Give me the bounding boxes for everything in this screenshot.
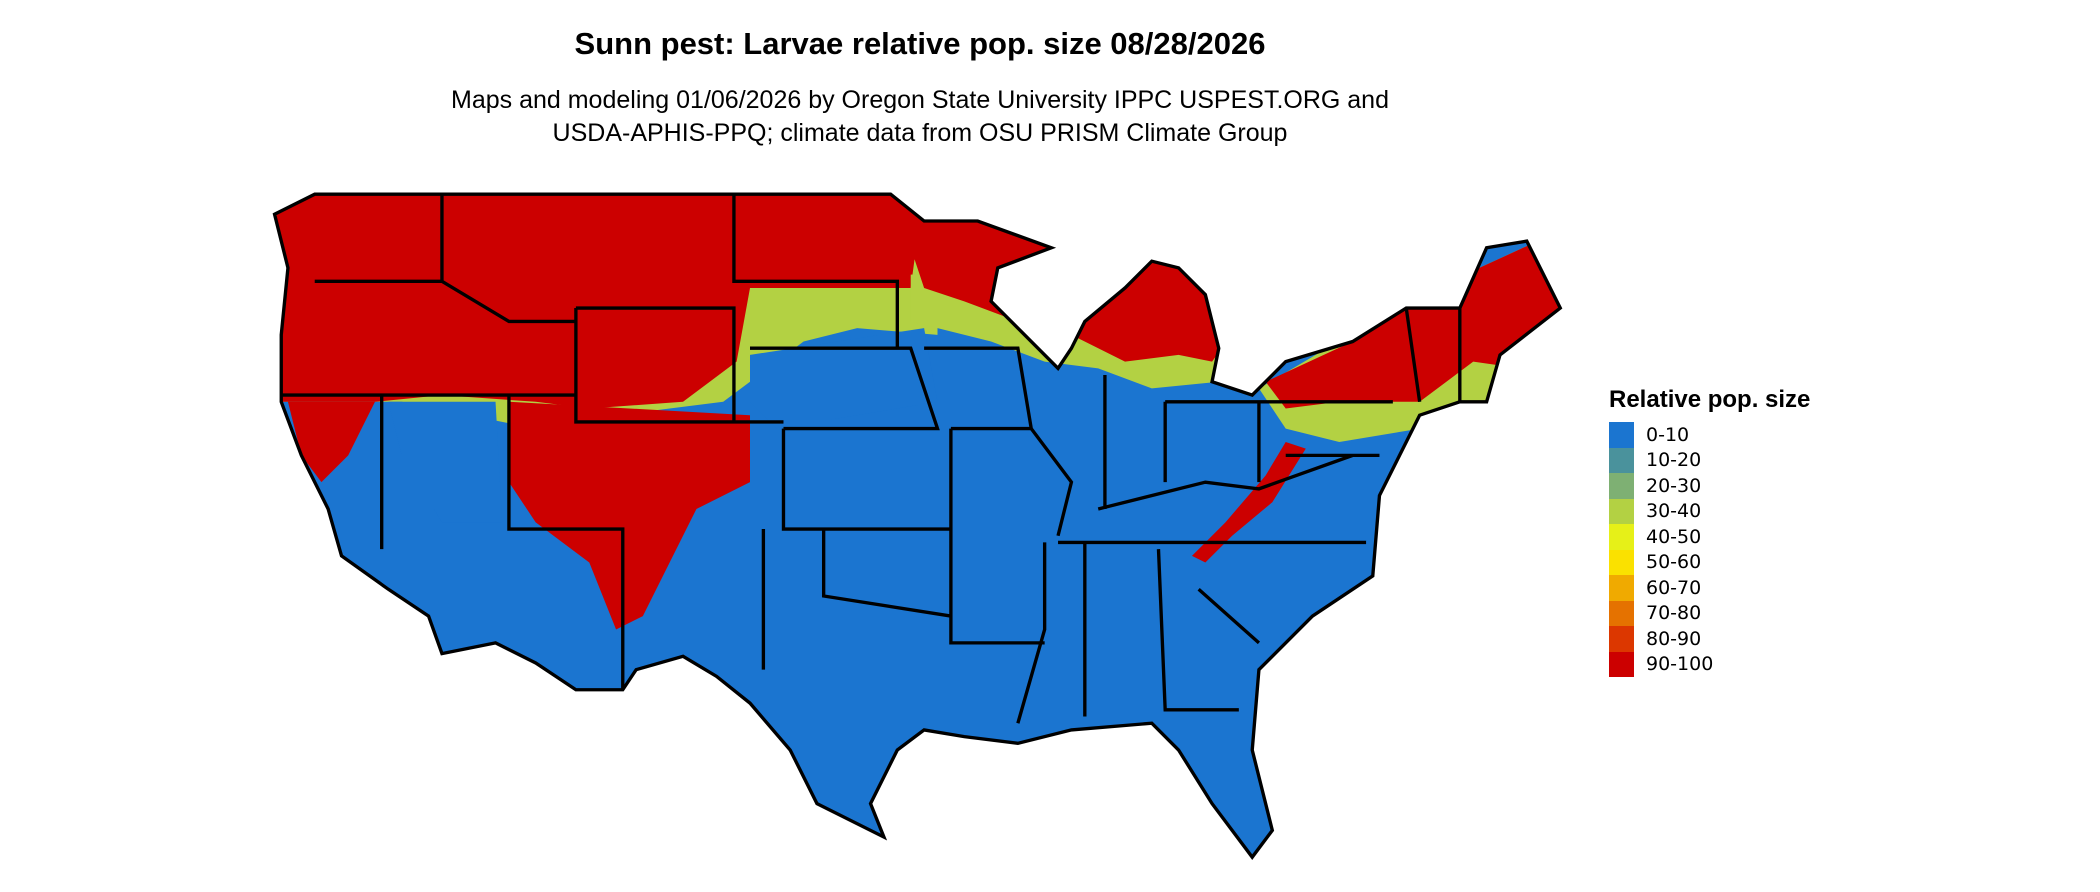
map-title: Sunn pest: Larvae relative pop. size 08/…	[574, 26, 1266, 61]
high-population-region-southwest	[508, 401, 750, 630]
legend-swatch	[1609, 651, 1634, 677]
legend-swatch	[1609, 524, 1634, 550]
legend-title: Relative pop. size	[1609, 386, 1811, 413]
legend-swatch	[1609, 549, 1634, 575]
legend-label: 70-80	[1646, 602, 1702, 625]
unsuitable-region-plains	[750, 328, 938, 429]
legend-swatch	[1609, 447, 1634, 473]
high-population-region-northeast	[1265, 227, 1561, 409]
legend-item: 20-30	[1609, 473, 1810, 499]
legend-label: 90-100	[1646, 653, 1714, 676]
legend-label: 50-60	[1646, 551, 1702, 574]
high-population-region-northwest	[274, 194, 925, 409]
legend-item: 30-40	[1609, 498, 1810, 524]
legend-item: 70-80	[1609, 600, 1810, 626]
legend-label: 80-90	[1646, 627, 1702, 650]
legend-label: 0-10	[1646, 423, 1690, 446]
state-borders	[272, 192, 1562, 859]
unsuitable-region-basin	[388, 401, 503, 523]
legend-swatch	[1609, 626, 1634, 652]
legend-label: 40-50	[1646, 525, 1702, 548]
legend-swatch	[1609, 600, 1634, 626]
legend-item: 50-60	[1609, 549, 1810, 575]
legend-label: 30-40	[1646, 500, 1702, 523]
legend-item: 40-50	[1609, 524, 1810, 550]
legend-item: 90-100	[1609, 651, 1810, 677]
legend-label: 10-20	[1646, 449, 1702, 472]
high-population-region-appalachian	[1191, 441, 1306, 563]
legend-swatch	[1609, 498, 1634, 524]
subtitle-line-2: USDA-APHIS-PPQ; climate data from OSU PR…	[552, 119, 1288, 147]
legend-label: 60-70	[1646, 576, 1702, 599]
subtitle-line-1: Maps and modeling 01/06/2026 by Oregon S…	[451, 86, 1389, 114]
legend-item: 60-70	[1609, 575, 1810, 601]
legend-swatch	[1609, 575, 1634, 601]
legend-item: 0-10	[1609, 422, 1810, 448]
legend-label: 20-30	[1646, 474, 1702, 497]
legend-item: 10-20	[1609, 447, 1810, 473]
map-subtitle: Maps and modeling 01/06/2026 by Oregon S…	[0, 84, 1840, 150]
legend-item: 80-90	[1609, 626, 1810, 652]
legend-swatch	[1609, 422, 1634, 448]
legend: Relative pop. size 0-10 10-20 20-30 30-40 40…	[1609, 386, 1810, 677]
high-population-region-sierra	[287, 401, 375, 483]
legend-swatch	[1609, 473, 1634, 499]
